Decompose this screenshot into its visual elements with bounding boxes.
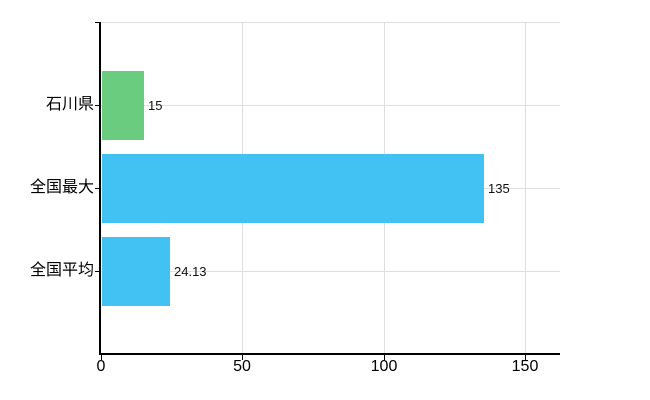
vertical-gridline — [525, 22, 526, 354]
value-label: 135 — [488, 181, 510, 196]
value-label: 15 — [148, 98, 163, 113]
x-axis-tick — [525, 355, 526, 360]
y-axis-line — [99, 22, 101, 355]
y-axis-tick — [95, 188, 100, 189]
x-tick-label: 100 — [370, 358, 398, 375]
category-label: 全国平均 — [29, 262, 94, 279]
y-axis-tick — [95, 105, 100, 106]
x-axis-tick — [101, 355, 102, 360]
x-axis-tick — [242, 355, 243, 360]
x-tick-label: 50 — [233, 358, 251, 375]
category-label: 全国最大 — [29, 179, 94, 196]
horizontal-gridline — [101, 271, 560, 272]
horizontal-gridline — [101, 105, 560, 106]
x-tick-label: 0 — [96, 358, 106, 375]
bar-2 — [102, 154, 484, 223]
plot-area — [101, 22, 560, 354]
y-axis-tick — [95, 271, 100, 272]
y-axis-tick — [95, 22, 100, 23]
x-axis-line — [99, 353, 560, 355]
horizontal-gridline — [101, 22, 560, 23]
value-label: 24.13 — [174, 264, 207, 279]
bar-1 — [102, 71, 144, 140]
x-axis-tick — [384, 355, 385, 360]
x-tick-label: 150 — [511, 358, 539, 375]
category-label: 石川県 — [45, 96, 94, 113]
bar-3 — [102, 237, 170, 306]
